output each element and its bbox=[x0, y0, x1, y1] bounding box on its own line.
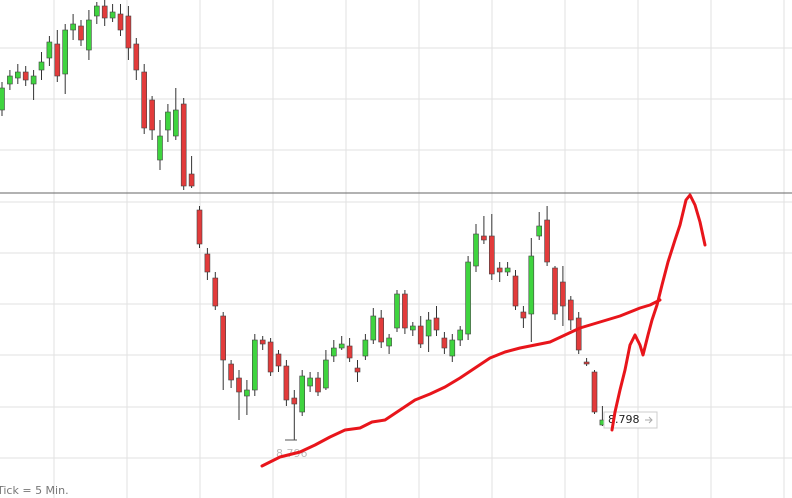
candle-body bbox=[180, 103, 187, 187]
candle-body bbox=[30, 75, 37, 85]
candle-body bbox=[417, 325, 424, 345]
candle-body bbox=[433, 317, 440, 331]
candle-body bbox=[362, 339, 369, 357]
candle-body bbox=[544, 219, 550, 263]
candle-body bbox=[394, 293, 400, 329]
candle-body bbox=[220, 315, 226, 361]
candle-body bbox=[38, 61, 45, 71]
candle-body bbox=[512, 275, 519, 307]
candle-body bbox=[188, 173, 195, 187]
candle-body bbox=[283, 365, 290, 401]
candle-body bbox=[133, 43, 140, 71]
candle-body bbox=[149, 99, 155, 131]
candle-body bbox=[165, 111, 171, 131]
candle-body bbox=[330, 347, 337, 357]
candle-body bbox=[370, 315, 377, 341]
candle-body bbox=[236, 377, 242, 393]
candle-body bbox=[173, 109, 179, 137]
candle-body bbox=[307, 377, 313, 387]
candle-body bbox=[560, 281, 566, 307]
candle-body bbox=[552, 267, 558, 315]
candle-body bbox=[259, 339, 266, 345]
candle-body bbox=[196, 209, 203, 245]
candle-body bbox=[117, 13, 124, 31]
candle-body bbox=[583, 361, 590, 365]
candle-body bbox=[575, 317, 582, 351]
candle-body bbox=[101, 5, 108, 19]
candle-body bbox=[425, 319, 432, 337]
footer: Tick = 5 Min. bbox=[0, 484, 69, 497]
candle-body bbox=[46, 41, 53, 59]
candle-body bbox=[291, 397, 298, 405]
candle-body bbox=[441, 337, 448, 349]
candle-body bbox=[528, 255, 535, 315]
candle-body bbox=[402, 293, 408, 329]
candle-body bbox=[567, 299, 574, 321]
candle-body bbox=[86, 19, 92, 51]
candle-body bbox=[125, 15, 132, 49]
candle-body bbox=[54, 43, 61, 77]
candle-body bbox=[488, 235, 495, 275]
drawn-projection bbox=[610, 193, 707, 432]
candle-body bbox=[78, 25, 84, 41]
candle-body bbox=[457, 329, 464, 341]
candle-body bbox=[520, 311, 527, 319]
candle-body bbox=[354, 367, 361, 373]
candle-body bbox=[465, 261, 471, 335]
candle-body bbox=[244, 389, 250, 397]
candle-body bbox=[109, 11, 116, 19]
candle-body bbox=[496, 267, 503, 273]
candle-body bbox=[315, 377, 321, 393]
candle-body bbox=[591, 371, 598, 413]
price-label-box bbox=[603, 411, 658, 429]
candle-body bbox=[141, 71, 147, 129]
price-label: 8.798 bbox=[608, 413, 640, 426]
drawn-trend-line bbox=[260, 298, 662, 468]
candle-body bbox=[157, 135, 163, 161]
candle-body bbox=[323, 359, 329, 389]
candle-body bbox=[0, 87, 5, 111]
candle-body bbox=[473, 233, 479, 267]
candle-body bbox=[338, 343, 345, 349]
candle-body bbox=[536, 225, 543, 237]
candle-body bbox=[449, 339, 456, 357]
candle-body bbox=[15, 71, 21, 79]
price-label-arrow bbox=[645, 416, 653, 424]
candle-body bbox=[504, 267, 511, 273]
candle-body bbox=[346, 345, 353, 359]
candle-body bbox=[204, 253, 211, 273]
candle-body bbox=[94, 5, 100, 17]
candle-body bbox=[386, 337, 392, 347]
candle-body bbox=[252, 339, 258, 391]
candle-body bbox=[22, 71, 29, 81]
candle-body bbox=[62, 29, 69, 75]
candle-body bbox=[409, 325, 416, 331]
candle-body bbox=[228, 363, 234, 381]
candle-body bbox=[267, 341, 274, 373]
candle-body bbox=[275, 353, 282, 367]
candle-body bbox=[7, 75, 13, 85]
candle-body bbox=[481, 235, 487, 241]
candle-body bbox=[299, 375, 306, 413]
candle-body bbox=[378, 317, 385, 343]
candle-body bbox=[70, 23, 76, 31]
candle-body bbox=[212, 277, 219, 307]
